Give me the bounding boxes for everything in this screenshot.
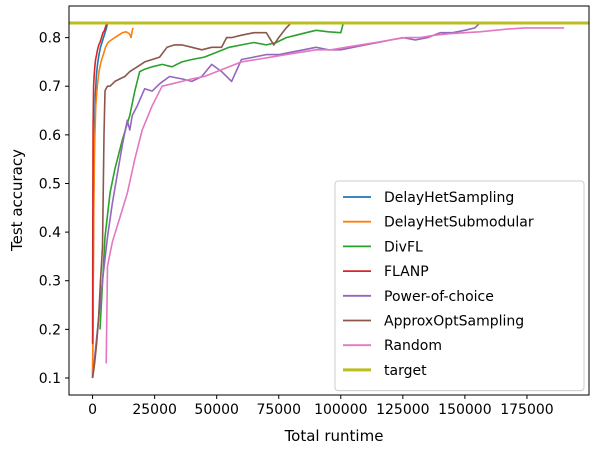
legend-label: Power-of-choice (384, 289, 494, 305)
legend-label: target (384, 363, 427, 379)
y-tick-label: 0.3 (39, 274, 61, 290)
y-tick-label: 0.5 (39, 176, 61, 192)
legend-label: DelayHetSampling (384, 190, 514, 206)
series-line-delayhetsubmodular (91, 27, 134, 379)
x-tick-label: 50000 (194, 402, 239, 418)
legend-label: DelayHetSubmodular (384, 215, 534, 231)
y-tick-label: 0.7 (39, 79, 61, 95)
legend-label: ApproxOptSampling (384, 314, 524, 330)
y-tick-label: 0.2 (39, 322, 61, 338)
series-line-approxoptsampling (91, 22, 292, 379)
x-tick-label: 25000 (132, 402, 177, 418)
legend: DelayHetSampling DelayHetSubmodular DivFL F… (334, 180, 585, 392)
legend-label: Random (384, 338, 442, 354)
series-line-random (105, 27, 565, 364)
y-axis-ticks: 0.1 0.2 0.3 0.4 0.5 0.6 0.7 0.8 (39, 31, 69, 387)
x-axis-ticks: 0 25000 50000 75000 100000 125000 150000 175000 (88, 395, 554, 418)
x-tick-label: 125000 (376, 402, 429, 418)
x-axis-label: Total runtime (284, 427, 384, 445)
series-line-flanp (91, 22, 109, 344)
x-tick-label: 0 (88, 402, 97, 418)
legend-label: DivFL (384, 239, 423, 255)
x-tick-label: 100000 (314, 402, 367, 418)
y-tick-label: 0.8 (39, 31, 61, 47)
y-axis-label: Test accuracy (8, 149, 26, 252)
legend-box (334, 180, 585, 392)
series-lines (69, 21, 589, 379)
x-tick-label: 75000 (256, 402, 301, 418)
plot-frame (68, 5, 590, 396)
y-tick-label: 0.1 (39, 371, 61, 387)
y-tick-label: 0.4 (39, 225, 61, 241)
y-tick-label: 0.6 (39, 128, 61, 144)
x-tick-label: 175000 (500, 402, 553, 418)
legend-label: FLANP (384, 264, 429, 280)
x-tick-label: 150000 (438, 402, 491, 418)
